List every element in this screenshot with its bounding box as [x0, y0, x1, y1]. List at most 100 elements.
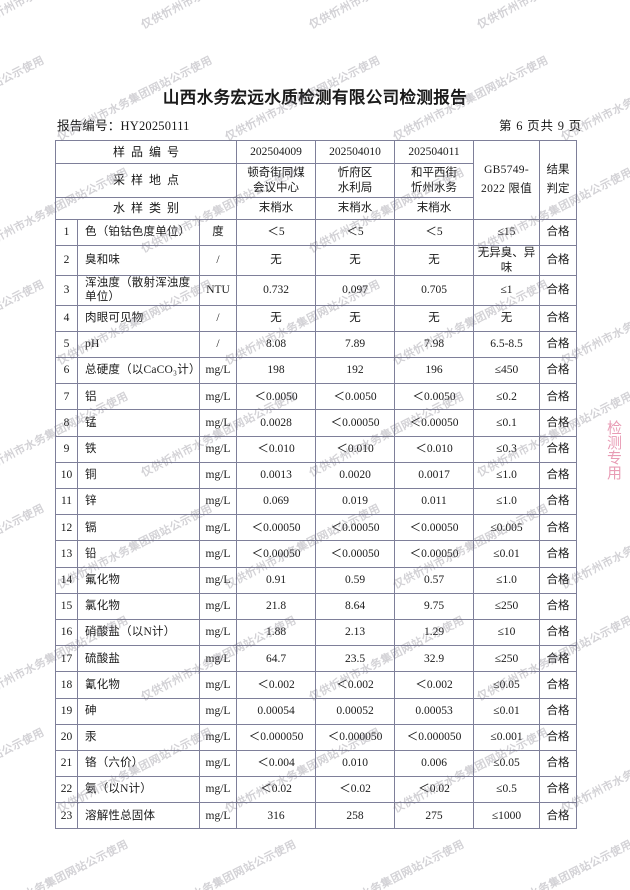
- row-value-sample-2: 23.5: [315, 645, 396, 673]
- row-value-sample-2: 0.010: [315, 749, 396, 778]
- table-row: 11 锌 mg/L 0.069 0.019 0.011 ≤1.0 合格: [55, 487, 578, 516]
- row-value-sample-1: 64.7: [236, 645, 317, 673]
- table-row: 17 硫酸盐 mg/L 64.7 23.5 32.9 ≤250 合格: [55, 645, 578, 673]
- table-row: 6 总硬度（以CaCO₃计） mg/L 198 192 196 ≤450 合格: [55, 357, 578, 385]
- row-judgement: 合格: [539, 802, 578, 830]
- row-value-sample-1: ＜0.02: [236, 776, 317, 804]
- row-index: 14: [55, 566, 78, 594]
- row-standard-limit: 6.5-8.5: [473, 330, 541, 359]
- row-standard-limit: ≤1.0: [473, 461, 541, 490]
- row-value-sample-3: ＜0.0050: [394, 383, 475, 411]
- row-standard-limit: 无: [473, 304, 541, 332]
- row-value-sample-3: ＜0.02: [394, 776, 475, 804]
- row-standard-limit: ≤1000: [473, 802, 541, 830]
- row-standard-limit: ≤0.3: [473, 435, 541, 463]
- row-value-sample-2: 无: [315, 245, 396, 276]
- table-row: 9 铁 mg/L ＜0.010 ＜0.010 ＜0.010 ≤0.3 合格: [55, 435, 578, 463]
- page-number: 第 6 页共 9 页: [498, 119, 582, 133]
- row-index: 12: [55, 514, 78, 542]
- row-value-sample-2: 258: [315, 802, 396, 830]
- row-unit: /: [198, 245, 238, 276]
- row-value-sample-3: 0.0017: [394, 461, 475, 490]
- row-unit: mg/L: [198, 435, 238, 463]
- table-row: 15 氯化物 mg/L 21.8 8.64 9.75 ≤250 合格: [55, 592, 578, 620]
- row-value-sample-2: 2.13: [315, 618, 396, 647]
- row-value-sample-3: ＜0.000050: [394, 723, 475, 751]
- row-parameter-name: 硫酸盐: [77, 645, 200, 673]
- row-parameter-name: 锌: [77, 487, 200, 516]
- table-row: 8 锰 mg/L 0.0028 ＜0.00050 ＜0.00050 ≤0.1 合格: [55, 409, 578, 437]
- row-value-sample-3: 32.9: [394, 645, 475, 673]
- row-parameter-name: 汞: [77, 723, 200, 751]
- row-value-sample-1: ＜0.010: [236, 435, 317, 463]
- row-value-sample-2: 无: [315, 304, 396, 332]
- row-value-sample-2: 0.0020: [315, 461, 396, 490]
- row-parameter-name: 氰化物: [77, 671, 200, 699]
- limit-head-line2: 2022 限值: [481, 183, 532, 195]
- row-unit: mg/L: [198, 514, 238, 542]
- judge-head-line2: 判定: [546, 183, 570, 195]
- row-index: 6: [55, 357, 78, 385]
- row-index: 10: [55, 461, 78, 490]
- location-line2: 会议中心: [253, 181, 300, 194]
- table-row: 4 肉眼可见物 / 无无无无合格: [55, 304, 578, 332]
- row-value-sample-3: 0.00053: [394, 697, 475, 725]
- location-line1: 顿奇街同煤: [247, 166, 305, 179]
- row-value-sample-3: 1.29: [394, 618, 475, 647]
- table-row: 23 溶解性总固体 mg/L 316 258 275 ≤1000 合格: [55, 802, 578, 830]
- row-value-sample-3: ＜0.00050: [394, 540, 475, 568]
- row-unit: 度: [198, 218, 238, 247]
- header-sample-no-3: 202504011: [394, 140, 475, 164]
- table-row: 22 氨（以N计） mg/L ＜0.02 ＜0.02 ＜0.02 ≤0.5 合格: [55, 776, 578, 804]
- row-value-sample-2: ＜0.000050: [315, 723, 396, 751]
- table-row: 14 氟化物 mg/L 0.91 0.59 0.57 ≤1.0 合格: [55, 566, 578, 594]
- row-standard-limit: ≤1.0: [473, 566, 541, 594]
- row-value-sample-1: 0.732: [236, 274, 317, 306]
- row-index: 15: [55, 592, 78, 620]
- header-sample-no-label: 样品编号: [54, 140, 238, 164]
- row-standard-limit: ≤0.1: [473, 409, 541, 437]
- row-judgement: 合格: [539, 540, 578, 568]
- row-standard-limit: ≤0.05: [473, 671, 541, 699]
- report-number: 报告编号：HY20250111: [57, 119, 190, 133]
- row-parameter-name: 总硬度（以CaCO₃计）: [77, 357, 200, 385]
- row-unit: mg/L: [198, 618, 238, 647]
- row-judgement: 合格: [539, 487, 578, 516]
- row-standard-limit: ≤0.5: [473, 776, 541, 804]
- table-row: 10 铜 mg/L 0.0013 0.0020 0.0017 ≤1.0 合格: [55, 461, 578, 490]
- row-value-sample-2: 0.019: [315, 487, 396, 516]
- header-location-3: 和平西街 忻州水务: [394, 163, 475, 198]
- page-title: 山西水务宏远水质检测有限公司检测报告: [162, 89, 468, 107]
- row-judgement: 合格: [539, 245, 578, 276]
- row-value-sample-2: ＜0.00050: [315, 514, 396, 542]
- table-row: 2 臭和味 / 无无无无异臭、异味 合格: [55, 245, 578, 276]
- row-parameter-name: 铜: [77, 461, 200, 490]
- row-value-sample-1: ＜0.0050: [236, 383, 317, 411]
- row-value-sample-3: 0.705: [394, 274, 475, 306]
- row-value-sample-1: 0.0028: [236, 409, 317, 437]
- row-value-sample-2: 0.59: [315, 566, 396, 594]
- row-judgement: 合格: [539, 435, 578, 463]
- row-judgement: 合格: [539, 357, 578, 385]
- row-index: 19: [55, 697, 78, 725]
- table-row: 16 硝酸盐（以N计） mg/L 1.88 2.13 1.29 ≤10 合格: [55, 618, 578, 647]
- row-unit: mg/L: [198, 749, 238, 778]
- row-judgement: 合格: [539, 697, 578, 725]
- row-value-sample-3: 275: [394, 802, 475, 830]
- row-value-sample-2: ＜0.0050: [315, 383, 396, 411]
- row-index: 21: [55, 749, 78, 778]
- report-meta-row: 报告编号：HY20250111 第 6 页共 9 页: [57, 115, 582, 134]
- row-standard-limit: ≤0.005: [473, 514, 541, 542]
- row-unit: mg/L: [198, 671, 238, 699]
- row-value-sample-3: ＜5: [394, 218, 475, 247]
- row-index: 11: [55, 487, 78, 516]
- row-value-sample-3: 196: [394, 357, 475, 385]
- row-index: 1: [55, 218, 78, 247]
- header-water-type-2: 末梢水: [315, 197, 396, 220]
- row-parameter-name: 肉眼可见物: [77, 304, 200, 332]
- row-index: 16: [55, 618, 78, 647]
- results-table-wrapper: 样品编号 202504009 202504010 202504011 GB5749- 20…: [54, 140, 578, 830]
- row-standard-limit: ≤10: [473, 618, 541, 647]
- row-judgement: 合格: [539, 383, 578, 411]
- row-parameter-name: 氯化物: [77, 592, 200, 620]
